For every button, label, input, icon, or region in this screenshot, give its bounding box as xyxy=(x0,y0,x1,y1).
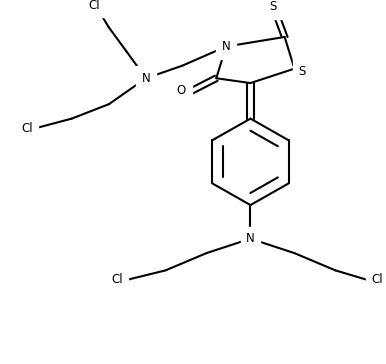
Text: Cl: Cl xyxy=(372,273,383,286)
Text: S: S xyxy=(298,65,306,78)
Text: N: N xyxy=(222,40,230,53)
Text: N: N xyxy=(142,72,150,85)
Text: N: N xyxy=(246,232,255,245)
Text: S: S xyxy=(269,0,277,13)
Text: Cl: Cl xyxy=(21,122,33,135)
Text: Cl: Cl xyxy=(88,0,100,12)
Text: Cl: Cl xyxy=(111,273,122,286)
Text: O: O xyxy=(177,84,186,98)
